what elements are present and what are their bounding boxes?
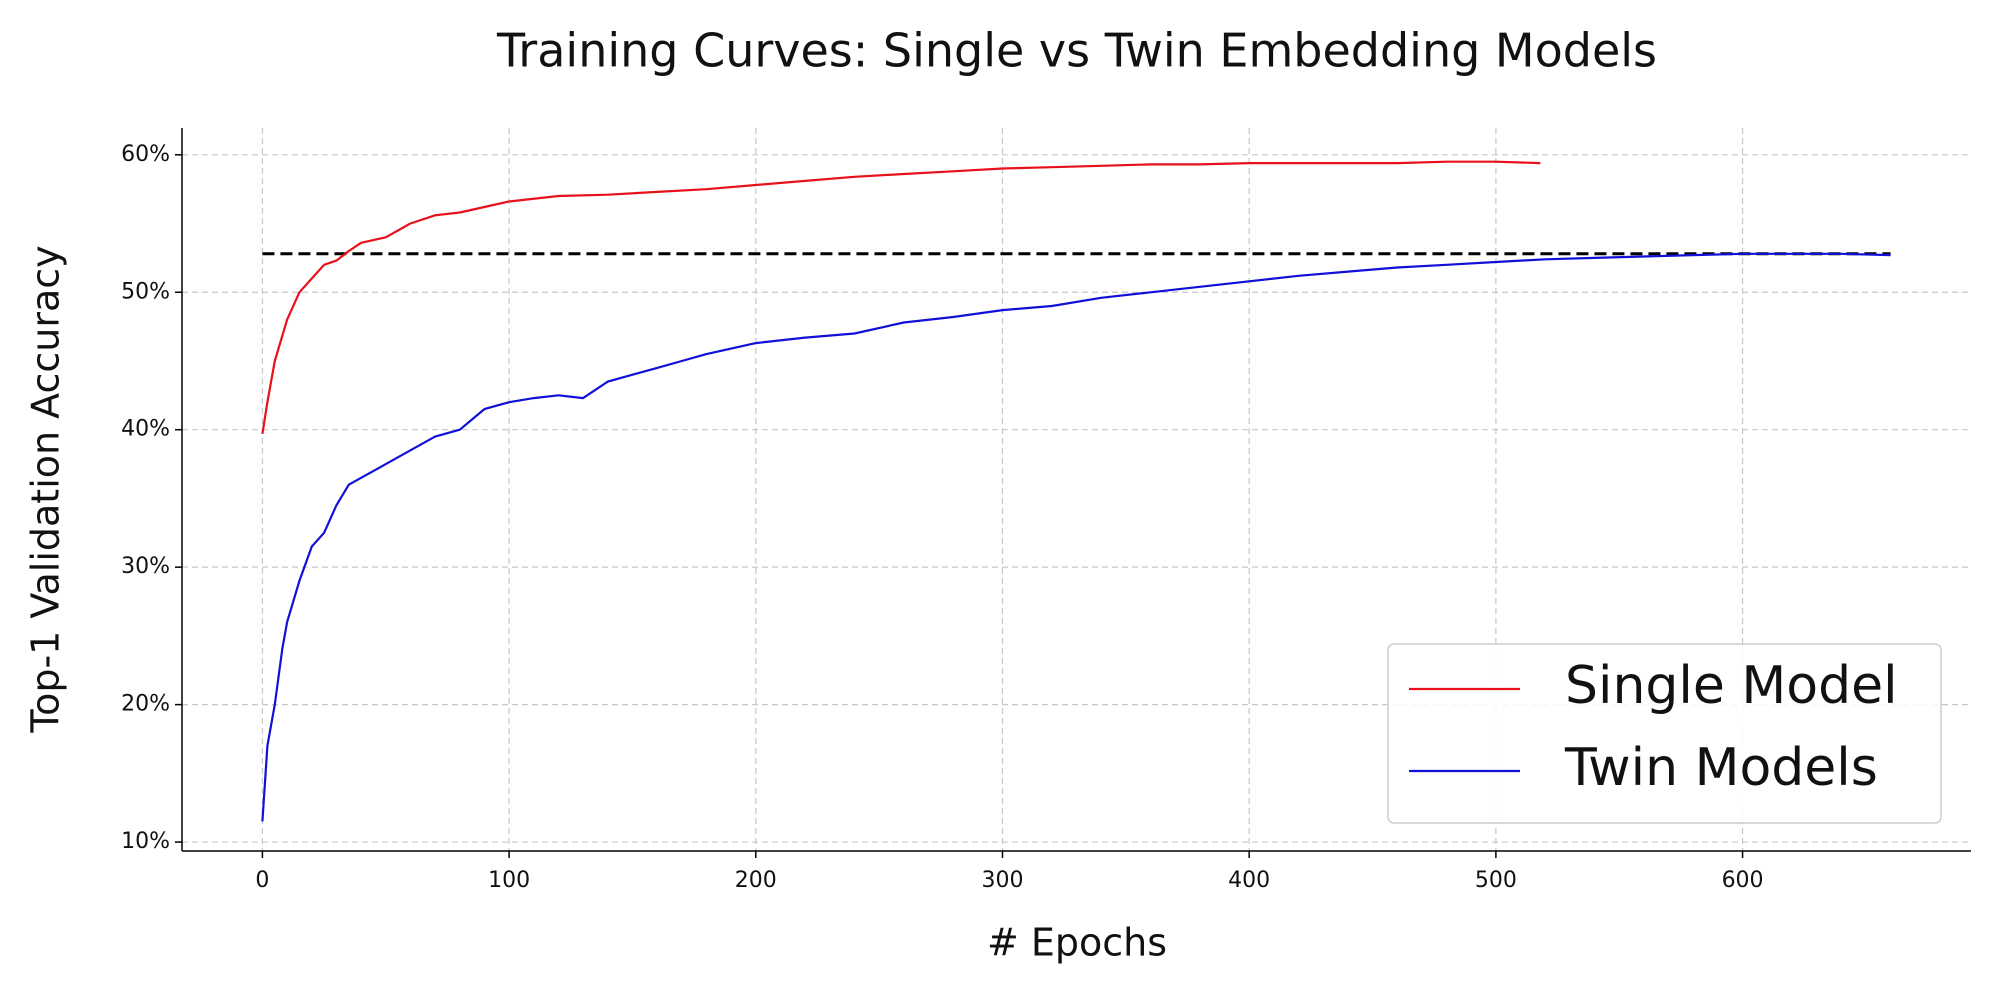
x-tick-label: 500 bbox=[1475, 868, 1517, 893]
chart-title: Training Curves: Single vs Twin Embeddin… bbox=[496, 24, 1657, 78]
x-tick-label: 600 bbox=[1722, 868, 1764, 893]
x-tick-label: 100 bbox=[488, 868, 530, 893]
y-tick-label: 20% bbox=[121, 692, 170, 717]
y-axis-label: Top-1 Validation Accuracy bbox=[24, 245, 68, 733]
legend: Single Model Twin Models bbox=[1387, 643, 1942, 824]
legend-box bbox=[1387, 643, 1942, 824]
x-tick-label: 200 bbox=[735, 868, 777, 893]
legend-label: Single Model bbox=[1565, 656, 1898, 716]
series-line bbox=[261, 252, 1891, 822]
y-tick-label: 40% bbox=[121, 417, 170, 442]
x-tick-label: 300 bbox=[981, 868, 1023, 893]
x-axis-label: # Epochs bbox=[987, 921, 1167, 965]
y-tick-label: 30% bbox=[121, 554, 170, 579]
x-tick-label: 400 bbox=[1228, 868, 1270, 893]
y-tick-label: 50% bbox=[121, 279, 170, 304]
legend-label: Twin Models bbox=[1564, 738, 1878, 798]
y-tick-label: 10% bbox=[121, 829, 170, 854]
series-line bbox=[261, 160, 1541, 434]
y-tick-label: 60% bbox=[121, 142, 170, 167]
x-tick-label: 0 bbox=[255, 868, 269, 893]
